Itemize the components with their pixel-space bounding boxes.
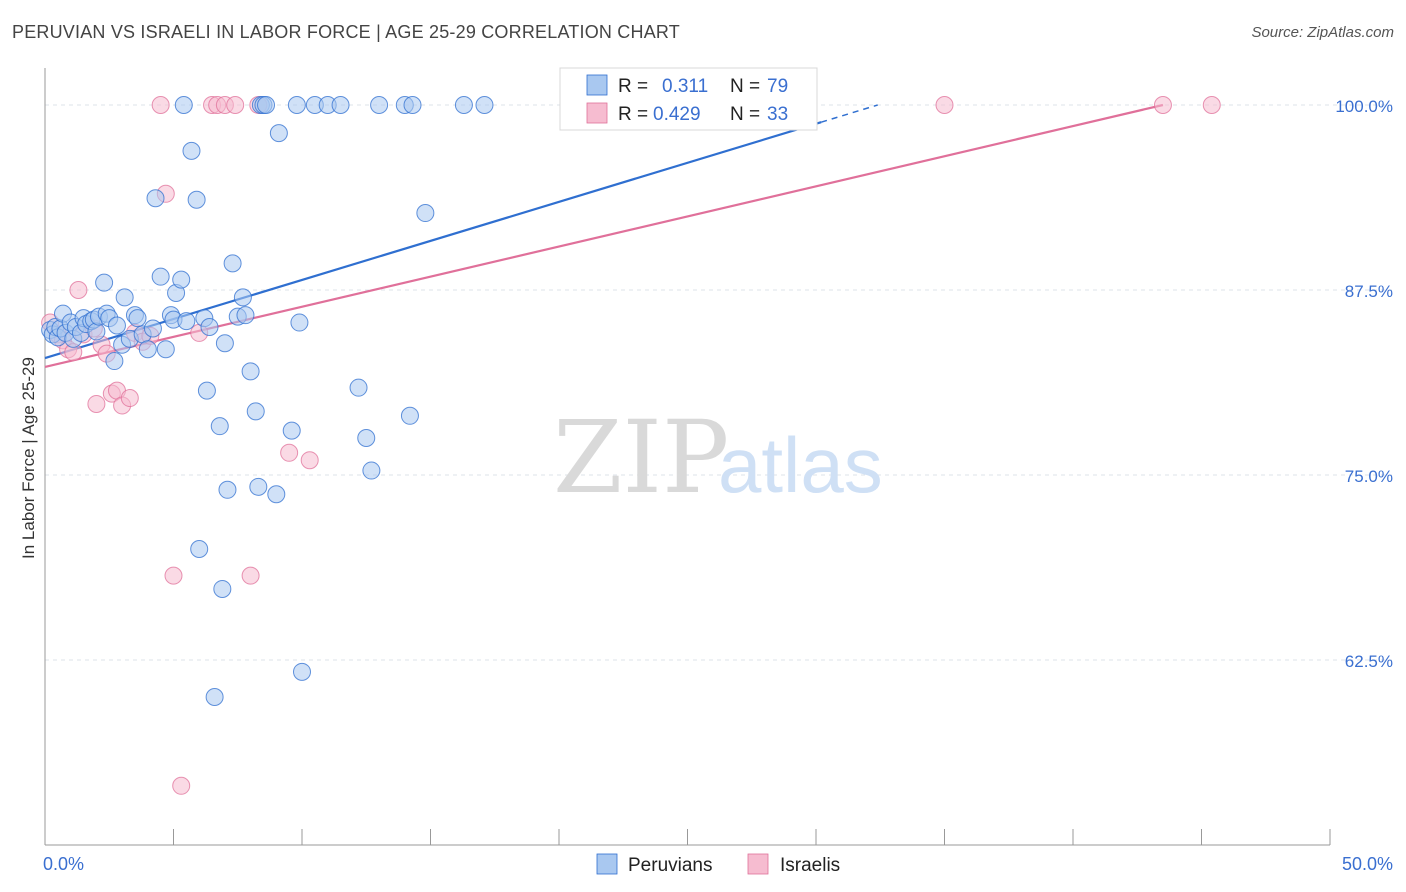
x-tick-label: 0.0% bbox=[43, 854, 84, 874]
legend-r-label: R = bbox=[618, 76, 648, 97]
peruvian-point bbox=[138, 340, 157, 359]
peruvian-point bbox=[87, 322, 106, 341]
legend-n-label: N = bbox=[730, 76, 760, 97]
peruvian-point bbox=[249, 477, 268, 496]
peruvian-point bbox=[223, 254, 242, 273]
chart-title: PERUVIAN VS ISRAELI IN LABOR FORCE | AGE… bbox=[12, 22, 680, 42]
peruvian-point bbox=[156, 340, 175, 359]
peruvian-point bbox=[349, 378, 368, 397]
watermark-zip: ZIP bbox=[553, 399, 729, 516]
legend-r-value: 0.429 bbox=[653, 104, 701, 125]
israeli-point bbox=[172, 776, 191, 795]
legend-n-value: 79 bbox=[767, 76, 788, 97]
israeli-point bbox=[1202, 96, 1221, 114]
legend-label-israelis: Israelis bbox=[780, 855, 840, 876]
peruvian-point bbox=[257, 96, 276, 114]
peruvian-point bbox=[236, 306, 255, 325]
peruvian-point bbox=[200, 318, 219, 336]
israeli-point bbox=[935, 96, 954, 114]
peruvian-point bbox=[107, 316, 126, 335]
peruvian-point bbox=[357, 429, 376, 447]
legend-swatch-israelis bbox=[586, 102, 608, 124]
peruvian-point bbox=[95, 273, 114, 292]
peruvian-point bbox=[105, 352, 124, 371]
peruvian-point bbox=[290, 313, 309, 332]
israeli-point bbox=[87, 394, 106, 413]
legend-n-label: N = bbox=[730, 104, 760, 125]
axes bbox=[44, 68, 1331, 846]
peruvian-point bbox=[187, 190, 206, 209]
peruvian-point bbox=[331, 96, 350, 114]
peruvian-point bbox=[218, 480, 237, 499]
israelis-trend-line bbox=[44, 103, 1164, 369]
peruvian-point bbox=[177, 312, 196, 331]
peruvian-point bbox=[454, 96, 473, 114]
israeli-point bbox=[69, 281, 88, 299]
peruvian-point bbox=[215, 334, 234, 353]
israeli-point bbox=[241, 566, 260, 585]
y-tick-labels: 100.0% 87.5% 75.0% 62.5% bbox=[1335, 97, 1393, 671]
israeli-point bbox=[226, 96, 245, 114]
peruvian-point bbox=[241, 362, 260, 381]
peruvian-point bbox=[475, 96, 494, 114]
legend-r-value: 0.311 bbox=[662, 76, 708, 97]
peruvian-point bbox=[213, 579, 232, 598]
legend-swatch-peruvians bbox=[596, 853, 618, 875]
peruvian-point bbox=[282, 421, 301, 440]
y-tick-label: 75.0% bbox=[1345, 467, 1393, 486]
peruvian-point bbox=[128, 309, 147, 328]
legend-label-peruvians: Peruvians bbox=[628, 855, 713, 876]
y-tick-label: 62.5% bbox=[1345, 652, 1393, 671]
legend-swatch-peruvians bbox=[586, 74, 608, 96]
peruvian-point bbox=[416, 204, 435, 223]
peruvian-point bbox=[370, 96, 389, 114]
data-points bbox=[41, 96, 1221, 795]
israeli-point bbox=[151, 96, 170, 114]
legend-r-label: R = bbox=[618, 104, 648, 125]
source-label: Source: ZipAtlas.com bbox=[1251, 24, 1394, 41]
israeli-point bbox=[120, 389, 139, 408]
peruvian-point bbox=[172, 270, 191, 289]
peruvian-point bbox=[267, 485, 286, 504]
peruvian-point bbox=[400, 406, 419, 425]
israeli-point bbox=[164, 566, 183, 585]
peruvian-point bbox=[197, 381, 216, 400]
peruvian-point bbox=[151, 267, 170, 286]
y-tick-label: 100.0% bbox=[1335, 97, 1393, 116]
x-tick-labels: 0.0% 50.0% bbox=[43, 854, 1393, 874]
peruvian-point bbox=[293, 662, 311, 681]
peruvian-point bbox=[403, 96, 422, 114]
peruvian-point bbox=[182, 141, 201, 160]
peruvian-point bbox=[174, 96, 193, 114]
peruvian-point bbox=[210, 417, 229, 436]
watermark-atlas: atlas bbox=[718, 421, 883, 509]
x-tick-label: 50.0% bbox=[1342, 854, 1393, 874]
y-axis-label: In Labor Force | Age 25-29 bbox=[19, 357, 38, 559]
israeli-point bbox=[280, 443, 299, 462]
peruvian-point bbox=[115, 288, 134, 307]
peruvian-point bbox=[362, 461, 381, 480]
peruvians-trend-extension bbox=[820, 104, 878, 123]
peruvian-point bbox=[146, 189, 165, 208]
y-tick-label: 87.5% bbox=[1345, 282, 1393, 301]
peruvian-point bbox=[246, 402, 265, 421]
israeli-point bbox=[1153, 96, 1172, 114]
peruvian-point bbox=[269, 124, 288, 143]
peruvian-point bbox=[205, 688, 224, 706]
peruvians-trend-line bbox=[44, 121, 822, 360]
israeli-point bbox=[300, 451, 319, 470]
series-legend: Peruvians Israelis bbox=[596, 853, 840, 876]
peruvian-point bbox=[143, 319, 162, 338]
legend-swatch-israelis bbox=[747, 853, 769, 875]
legend-n-value: 33 bbox=[767, 104, 788, 125]
peruvian-point bbox=[287, 96, 306, 114]
peruvian-point bbox=[190, 540, 209, 558]
stats-legend: R = 0.311 N = 79 R = 0.429 N = 33 bbox=[559, 67, 818, 131]
peruvian-point bbox=[233, 288, 252, 307]
